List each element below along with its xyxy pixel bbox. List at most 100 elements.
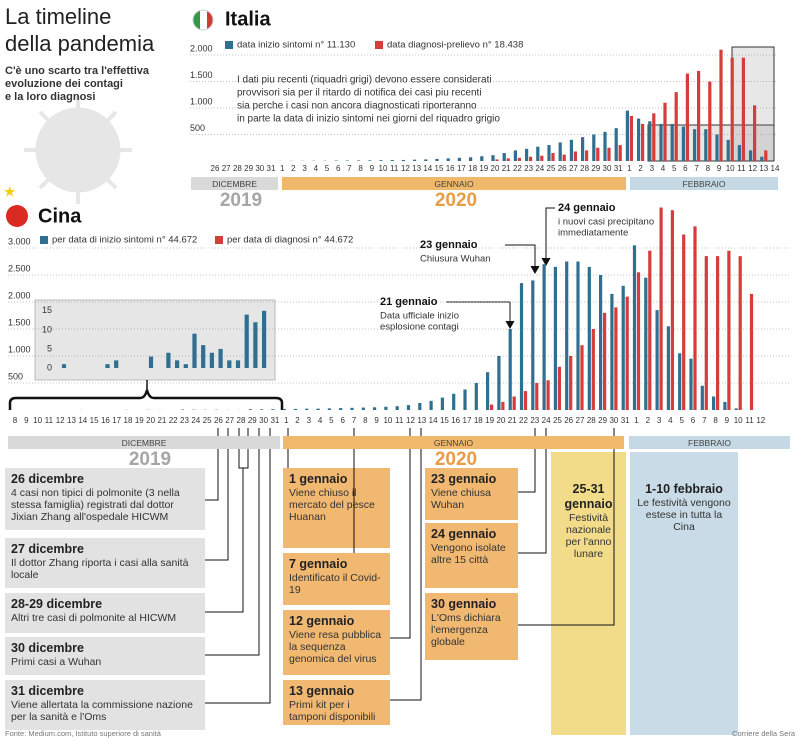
bar — [368, 160, 372, 161]
event-date: 25-31 gennaio — [564, 482, 613, 511]
bar — [693, 129, 697, 161]
event-text: Altri tre casi di polmonite al HICWM — [11, 612, 177, 624]
x-tick-label: 12 — [756, 416, 765, 425]
x-tick-label: 7 — [352, 416, 357, 425]
bar — [235, 360, 241, 368]
event-box: 1 gennaio Viene chiuso il mercato del pes… — [283, 468, 390, 548]
bar — [452, 393, 456, 410]
bar — [535, 383, 539, 410]
bar — [244, 314, 249, 368]
month-band — [282, 177, 626, 190]
event-date: 30 gennaio — [431, 597, 497, 611]
x-tick-label: 5 — [329, 416, 334, 425]
x-tick-label: 29 — [248, 416, 257, 425]
x-tick-label: 3 — [302, 164, 307, 173]
x-tick-label: 12 — [406, 416, 415, 425]
x-tick-label: 30 — [603, 164, 612, 173]
x-tick-label: 28 — [233, 164, 242, 173]
bar — [523, 391, 528, 410]
bar — [632, 245, 637, 410]
event-text: Primi kit per i tamponi disponibili — [289, 699, 376, 723]
bar — [689, 358, 693, 410]
x-tick-label: 31 — [267, 164, 276, 173]
x-tick-label: 17 — [463, 416, 472, 425]
bar — [469, 157, 473, 161]
x-tick-label: 2 — [646, 416, 651, 425]
x-tick-label: 15 — [90, 416, 99, 425]
x-tick-label: 10 — [379, 164, 388, 173]
x-tick-label: 14 — [771, 164, 780, 173]
x-tick-label: 28 — [580, 164, 589, 173]
bar — [502, 153, 506, 161]
event-text: Viene resa pubblica la sequenza genomica… — [289, 629, 382, 665]
bar — [723, 401, 727, 410]
x-tick-label: 25 — [203, 416, 212, 425]
bar — [361, 407, 365, 410]
bar — [749, 293, 754, 410]
annotation-text: i nuovi casi precipitano — [558, 217, 654, 228]
annotation-text: Chiusura Wuhan — [420, 254, 491, 265]
event-text: Viene allertata la commissione nazione p… — [11, 699, 193, 723]
credit: Corriere della Sera — [732, 729, 796, 738]
x-tick-label: 24 — [535, 164, 544, 173]
bar — [248, 409, 252, 410]
bar — [424, 159, 428, 161]
x-tick-label: 2 — [291, 164, 296, 173]
x-tick-label: 4 — [668, 416, 673, 425]
bar — [105, 364, 110, 368]
x-tick-label: 10 — [726, 164, 735, 173]
bar — [715, 134, 719, 161]
bar — [648, 121, 652, 161]
bar — [614, 128, 618, 161]
bar — [749, 150, 753, 161]
x-tick-label: 2 — [638, 164, 643, 173]
y-tick-label: 1.500 — [8, 317, 31, 327]
x-tick-label: 31 — [614, 164, 623, 173]
bar — [625, 110, 629, 161]
event-box: 30 gennaio L'Oms dichiara l'emergenza glo… — [425, 593, 518, 660]
y-tick-label: 500 — [8, 371, 23, 381]
provisional-box — [731, 46, 775, 162]
y-tick-label: 5 — [47, 343, 52, 353]
bar — [390, 160, 394, 161]
x-tick-label: 24 — [191, 416, 200, 425]
bar — [610, 293, 614, 410]
month-label: DICEMBRE — [122, 438, 167, 448]
x-tick-label: 23 — [180, 416, 189, 425]
x-tick-label: 12 — [56, 416, 65, 425]
legend-label: data diagnosi-prelievo n° 18.438 — [387, 40, 523, 51]
y-tick-label: 10 — [42, 324, 52, 334]
x-tick-label: 23 — [530, 416, 539, 425]
x-tick-label: 22 — [519, 416, 528, 425]
bar — [490, 404, 494, 410]
bar — [350, 407, 354, 410]
bar — [591, 329, 595, 410]
y-tick-label: 2.000 — [8, 290, 31, 300]
bar — [327, 408, 331, 410]
x-tick-label: 9 — [370, 164, 375, 173]
bar — [716, 256, 720, 410]
event-text: Festività nazionale per l'anno lunare — [565, 512, 612, 560]
bar — [305, 408, 309, 410]
bar — [629, 115, 633, 161]
x-tick-label: 5 — [325, 164, 330, 173]
bar — [512, 396, 516, 410]
event-box: 12 gennaio Viene resa pubblica la sequenz… — [283, 610, 390, 675]
annotation-text: esplosione contagi — [380, 322, 459, 333]
bar — [614, 307, 618, 410]
annotation-pointer — [446, 207, 555, 330]
x-tick-label: 4 — [661, 164, 666, 173]
y-tick-label: 15 — [42, 305, 52, 315]
bar — [596, 147, 600, 161]
inset-panel — [34, 299, 276, 381]
x-tick-label: 19 — [485, 416, 494, 425]
bar — [562, 154, 566, 161]
bar — [501, 401, 505, 410]
year-label: 2020 — [435, 190, 477, 211]
x-tick-label: 4 — [318, 416, 323, 425]
month-band — [191, 177, 278, 190]
month-band — [283, 436, 624, 449]
bar — [666, 326, 670, 410]
x-tick-label: 2 — [295, 416, 300, 425]
